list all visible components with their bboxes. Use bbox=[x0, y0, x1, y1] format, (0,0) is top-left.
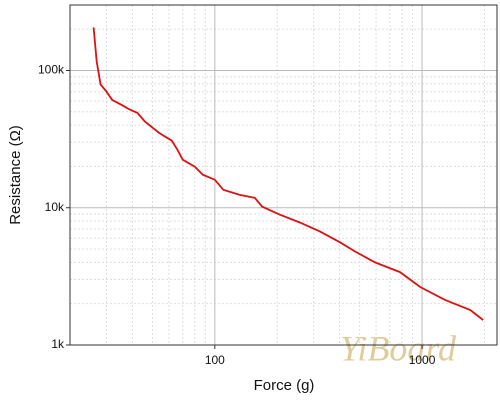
watermark: YiBoard bbox=[340, 328, 457, 368]
plot-frame bbox=[69, 4, 498, 346]
y-tick-label: 10k bbox=[45, 200, 65, 214]
x-axis-title: Force (g) bbox=[254, 377, 315, 394]
x-tick-label: 100 bbox=[205, 353, 225, 367]
y-tick-label: 100k bbox=[38, 63, 65, 77]
y-axis-title: Resistance (Ω) bbox=[7, 125, 24, 225]
y-tick-label: 1k bbox=[51, 337, 65, 351]
data-line bbox=[92, 27, 484, 321]
x-tick-label: 1000 bbox=[409, 353, 436, 367]
